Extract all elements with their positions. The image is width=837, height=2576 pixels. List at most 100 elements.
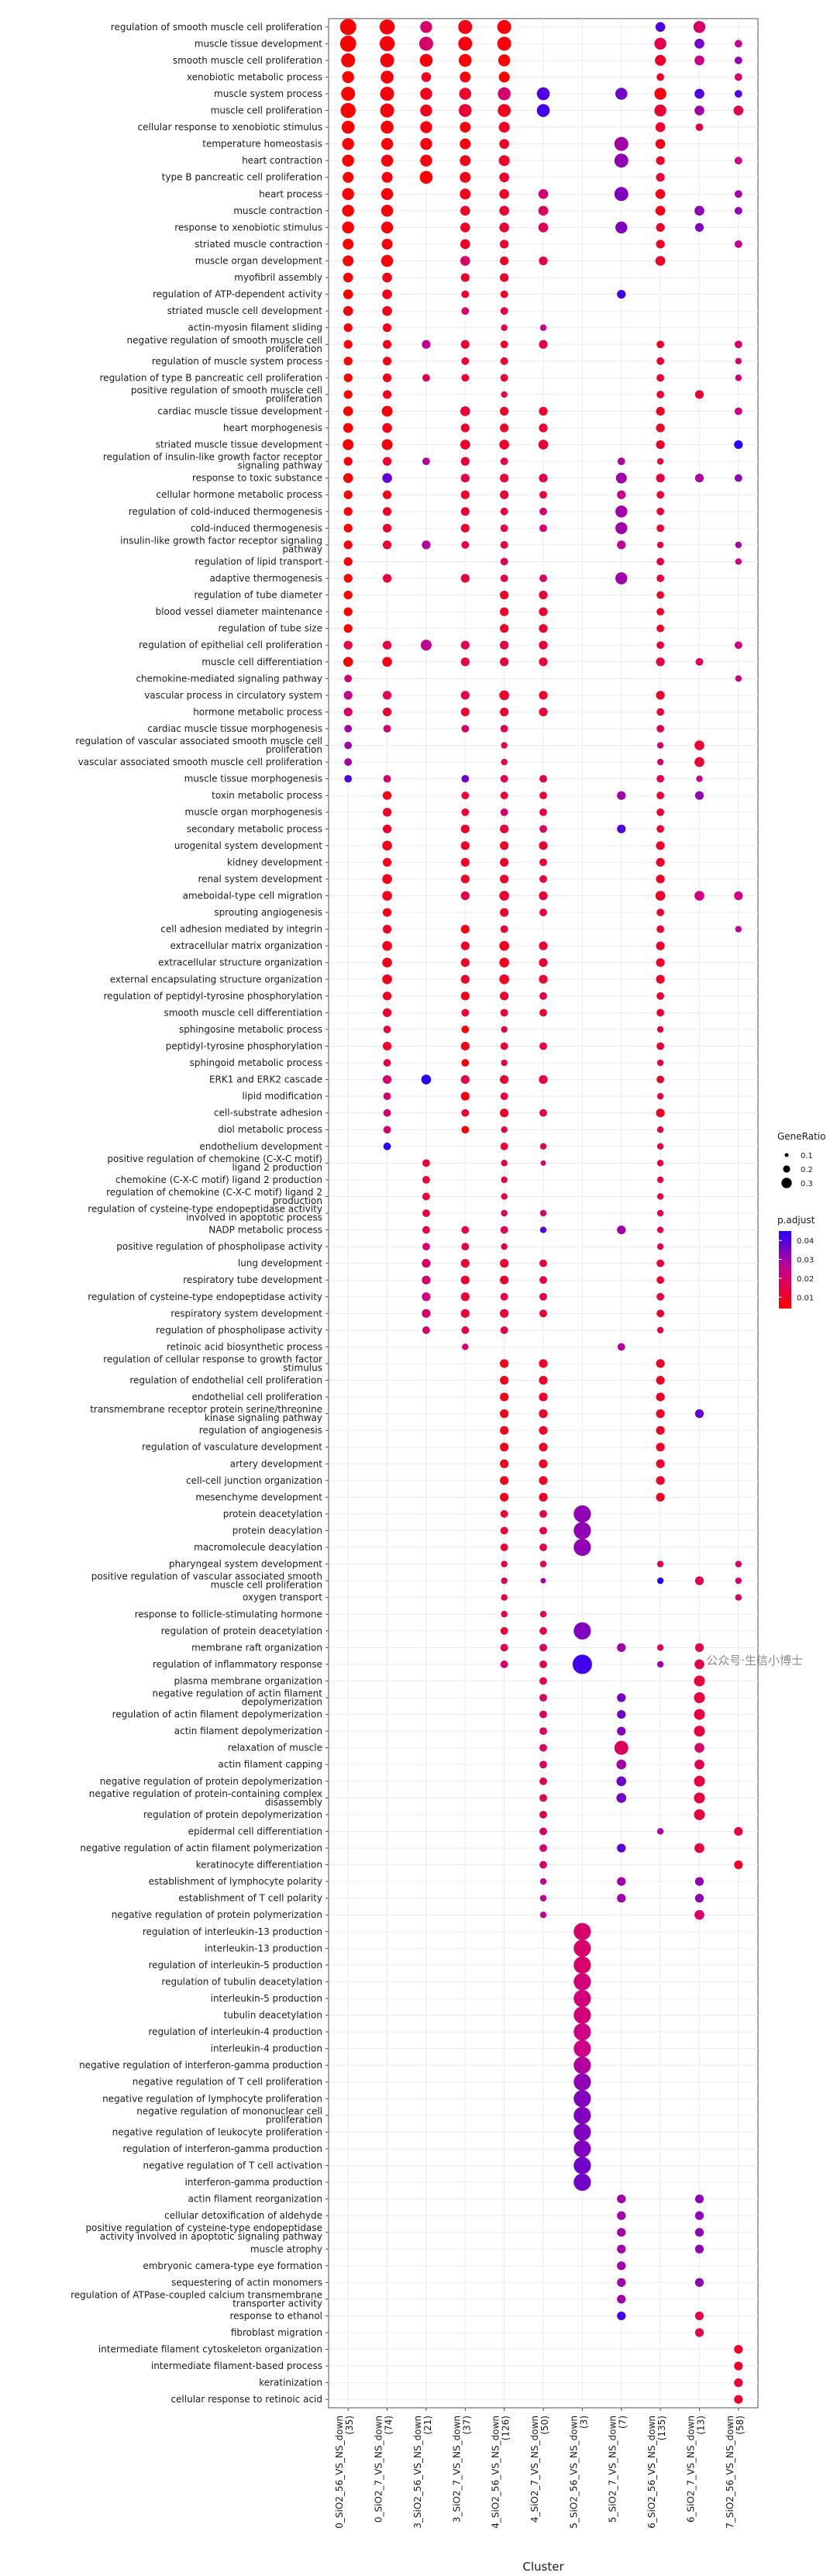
dot xyxy=(500,340,508,349)
dot xyxy=(499,222,509,233)
dot xyxy=(498,87,511,101)
dot xyxy=(539,507,547,516)
dot xyxy=(539,1276,547,1285)
legend-color-label: 0.03 xyxy=(797,1257,814,1265)
y-tick-label: heart process xyxy=(259,188,322,199)
dot xyxy=(382,340,392,349)
dot xyxy=(694,2328,704,2337)
dot xyxy=(539,1860,547,1869)
dot xyxy=(539,1878,547,1885)
dot xyxy=(539,1209,547,1217)
dot xyxy=(694,1409,704,1419)
dot xyxy=(656,557,664,566)
dot xyxy=(343,272,353,283)
dot xyxy=(656,925,664,933)
dot xyxy=(539,657,548,667)
x-tick-label: 5_SiO2_56_VS_NS_down(3) xyxy=(568,2416,589,2529)
dot xyxy=(343,238,354,250)
dot xyxy=(656,1443,665,1452)
dot xyxy=(497,36,512,51)
dot xyxy=(574,2123,591,2141)
dot xyxy=(694,1576,704,1585)
dot xyxy=(656,758,664,766)
dot xyxy=(617,2211,626,2220)
x-tick-label: 6_SiO2_7_VS_NS_down(13) xyxy=(685,2416,706,2523)
dot xyxy=(617,1693,626,1702)
dot xyxy=(422,374,430,382)
dot xyxy=(500,1359,509,1368)
dot xyxy=(574,1989,591,2008)
dot xyxy=(500,1042,508,1050)
dot xyxy=(539,1409,548,1419)
dot xyxy=(656,774,664,783)
dot xyxy=(499,205,509,216)
dot xyxy=(344,758,353,766)
dot xyxy=(617,1894,626,1903)
dot xyxy=(539,1426,548,1435)
dot xyxy=(382,640,392,650)
y-tick-label: regulation of angiogenesis xyxy=(199,1425,322,1436)
dot xyxy=(343,289,353,299)
dot xyxy=(497,19,512,34)
dot xyxy=(694,1743,704,1753)
y-tick-label: membrane raft organization xyxy=(191,1642,322,1653)
y-tick-label: regulation of muscle system process xyxy=(152,356,322,367)
y-tick-label: negative regulation of smooth muscle cel… xyxy=(126,335,322,354)
dot xyxy=(382,925,392,934)
dot xyxy=(615,88,628,100)
y-tick-label: protein deacylation xyxy=(232,1526,322,1536)
y-tick-label: positive regulation of vascular associat… xyxy=(91,1571,322,1591)
dot xyxy=(539,991,547,1000)
y-tick-label: xenobiotic metabolic process xyxy=(187,71,322,82)
dot xyxy=(422,1226,430,1234)
dot xyxy=(458,53,472,67)
y-tick-label: toxin metabolic process xyxy=(212,790,322,801)
dot xyxy=(420,121,432,133)
dot xyxy=(656,357,664,365)
dot xyxy=(656,406,665,416)
x-axis-title: Cluster xyxy=(522,2560,564,2574)
dot xyxy=(539,875,547,883)
dot xyxy=(500,824,509,833)
dot xyxy=(694,1843,704,1854)
y-tick-label: artery development xyxy=(230,1458,323,1469)
dot xyxy=(381,154,394,167)
dot xyxy=(735,1577,742,1585)
y-tick-label: negative regulation of actin filament po… xyxy=(80,1843,322,1854)
dot xyxy=(735,558,742,565)
y-tick-label: cold-induced thermogenesis xyxy=(191,522,322,533)
y-tick-label: tubulin deacetylation xyxy=(224,2010,322,2021)
dot xyxy=(656,857,665,867)
y-tick-label: intermediate filament cytoskeleton organ… xyxy=(98,2344,322,2355)
dot xyxy=(501,1126,508,1133)
dot xyxy=(500,524,508,533)
y-tick-label: striated muscle contraction xyxy=(195,239,322,250)
y-tick-label: secondary metabolic process xyxy=(187,823,322,834)
dot xyxy=(539,1743,547,1752)
dot xyxy=(656,808,664,816)
dot xyxy=(500,607,509,616)
dot xyxy=(382,289,392,299)
dot xyxy=(655,22,666,33)
y-tick-label: embryonic camera-type eye formation xyxy=(143,2260,322,2271)
dot xyxy=(695,657,704,666)
dot xyxy=(654,37,666,50)
y-tick-label: mesenchyme development xyxy=(195,1491,322,1502)
dot xyxy=(694,88,704,99)
dot xyxy=(460,991,470,1001)
dot xyxy=(656,657,665,667)
dot xyxy=(617,1843,626,1853)
dot xyxy=(380,103,394,118)
dot xyxy=(460,640,470,650)
dot xyxy=(734,206,742,215)
dot xyxy=(617,2278,626,2287)
dot xyxy=(343,473,353,483)
dot xyxy=(617,290,626,299)
dot xyxy=(574,2140,591,2158)
dot xyxy=(382,940,392,951)
dot xyxy=(460,507,470,516)
y-tick-label: actin filament capping xyxy=(218,1759,322,1770)
y-tick-label: insulin-like growth factor receptor sign… xyxy=(120,535,322,554)
dot xyxy=(656,1226,664,1233)
dot xyxy=(462,1343,469,1350)
